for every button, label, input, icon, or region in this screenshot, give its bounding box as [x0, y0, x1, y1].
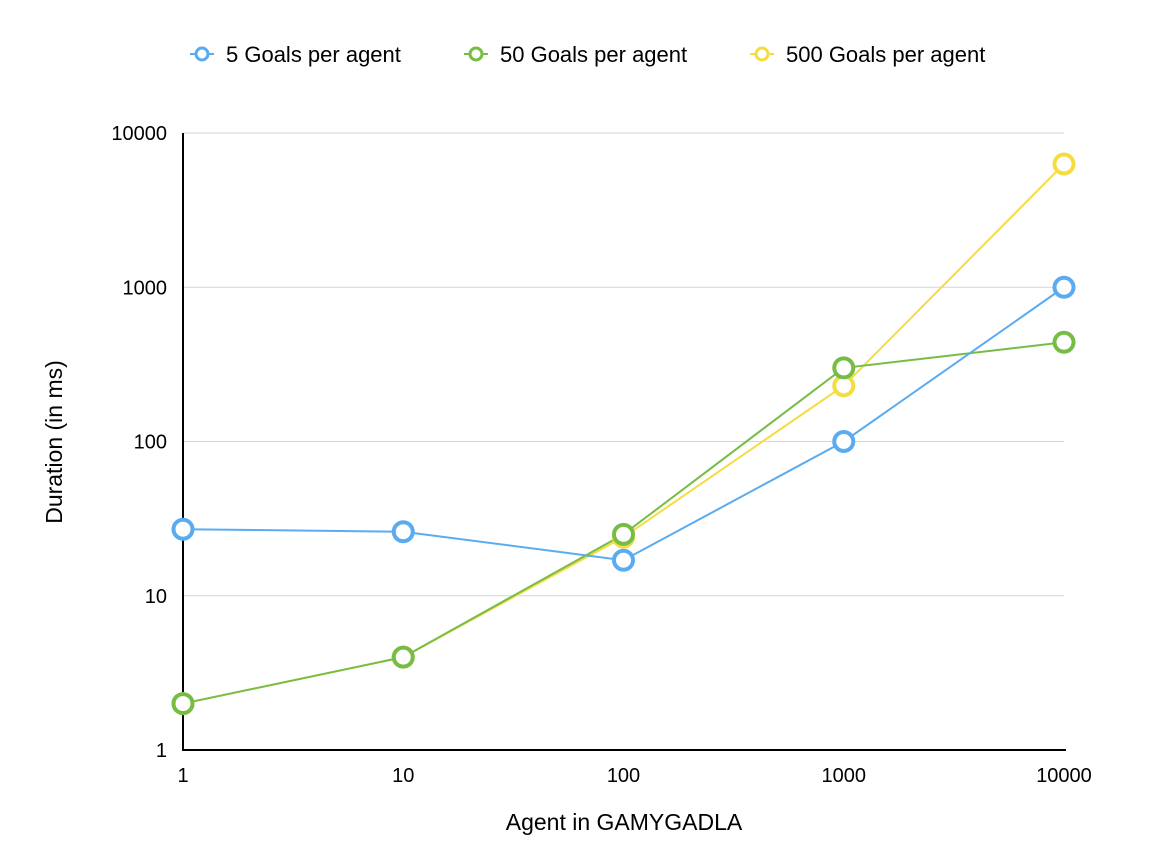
series-lines	[182, 163, 1065, 705]
series-points	[171, 152, 1076, 716]
y-tick-label: 1000	[123, 277, 168, 299]
axes	[182, 133, 1066, 751]
y-tick-label: 10	[145, 586, 167, 608]
y-tick-labels: 1 10 100 1000 10000	[111, 123, 167, 762]
data-point	[832, 356, 856, 380]
series-line-2	[182, 163, 1065, 705]
gridlines	[183, 132, 1064, 597]
x-tick-label: 1	[177, 765, 188, 787]
data-point	[832, 430, 856, 453]
legend: 5 Goals per agent 50 Goals per agent 500 G…	[190, 42, 985, 67]
legend-label: 500 Goals per agent	[786, 42, 985, 67]
x-tick-labels: 1 10 100 1000 10000	[177, 765, 1091, 787]
legend-marker	[754, 46, 770, 62]
legend-label: 5 Goals per agent	[226, 42, 401, 67]
y-tick-label: 100	[134, 432, 167, 454]
x-axis-title: Agent in GAMYGADLA	[506, 809, 743, 835]
legend-label: 50 Goals per agent	[500, 42, 687, 67]
x-tick-label: 100	[607, 765, 640, 787]
data-point	[171, 692, 195, 716]
x-tick-label: 10000	[1036, 765, 1092, 787]
data-point	[1052, 330, 1076, 354]
data-point	[1052, 275, 1076, 299]
data-point	[1052, 152, 1076, 176]
legend-marker	[194, 46, 210, 62]
data-point	[612, 522, 635, 546]
y-tick-label: 1	[156, 740, 167, 762]
x-tick-label: 1000	[822, 765, 867, 787]
data-point	[391, 520, 415, 544]
data-point	[171, 517, 195, 541]
legend-marker	[468, 46, 484, 62]
y-axis-title: Duration (in ms)	[41, 360, 67, 524]
y-tick-label: 10000	[111, 123, 167, 145]
data-point	[391, 645, 415, 669]
series-line-0	[182, 286, 1065, 562]
data-point	[612, 548, 635, 572]
x-tick-label: 10	[392, 765, 414, 787]
